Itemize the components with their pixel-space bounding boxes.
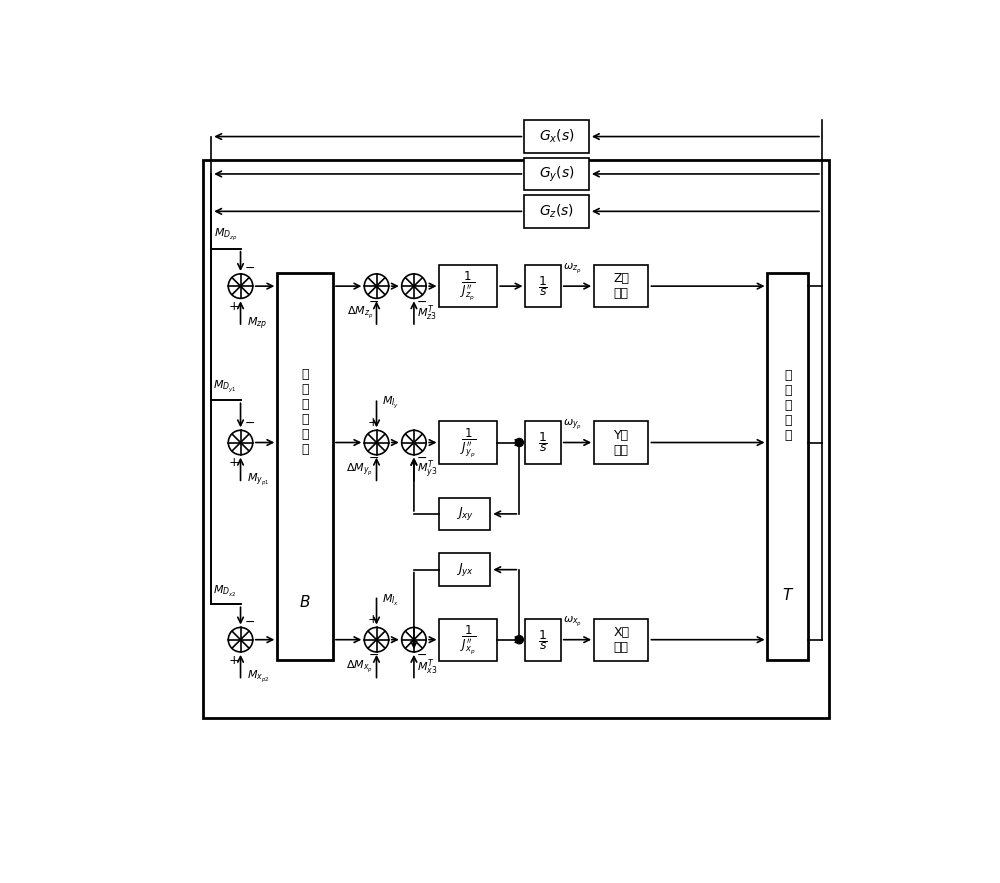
Text: $+$: $+$ bbox=[228, 653, 239, 667]
Text: $-$: $-$ bbox=[244, 615, 255, 628]
Text: $M_{x3}^T$: $M_{x3}^T$ bbox=[417, 657, 438, 676]
Bar bbox=[277, 273, 333, 660]
Text: $-$: $-$ bbox=[368, 648, 379, 661]
Text: $\dfrac{1}{s}$: $\dfrac{1}{s}$ bbox=[538, 628, 548, 652]
Text: $\Delta M_{x_p}$: $\Delta M_{x_p}$ bbox=[346, 659, 373, 675]
Text: $J_{yx}$: $J_{yx}$ bbox=[456, 562, 474, 578]
Circle shape bbox=[364, 628, 389, 652]
Text: $M_{zp}$: $M_{zp}$ bbox=[247, 315, 268, 332]
Text: $\Delta M_{y_p}$: $\Delta M_{y_p}$ bbox=[346, 462, 373, 478]
Text: $+$: $+$ bbox=[367, 416, 379, 428]
Circle shape bbox=[228, 274, 253, 298]
Circle shape bbox=[228, 628, 253, 652]
Text: $-$: $-$ bbox=[416, 295, 427, 307]
Text: $M_{D_{zp}}$: $M_{D_{zp}}$ bbox=[214, 227, 237, 244]
Bar bbox=[439, 498, 490, 530]
Text: 力
矩
变
换
矩
阵: 力 矩 变 换 矩 阵 bbox=[301, 368, 309, 456]
Text: $B$: $B$ bbox=[299, 594, 311, 610]
Bar bbox=[524, 120, 589, 153]
Bar bbox=[594, 421, 648, 464]
Text: $M_{z3}^T$: $M_{z3}^T$ bbox=[417, 304, 437, 323]
Text: $M_{I_x}$: $M_{I_x}$ bbox=[382, 592, 399, 608]
Bar bbox=[524, 195, 589, 228]
Bar bbox=[439, 554, 490, 586]
Text: $+$: $+$ bbox=[228, 300, 239, 313]
Text: $\dfrac{1}{J_{x_p}^{\prime\prime}}$: $\dfrac{1}{J_{x_p}^{\prime\prime}}$ bbox=[460, 623, 477, 656]
Text: $-$: $-$ bbox=[416, 648, 427, 661]
Text: $\omega_{z_p}$: $\omega_{z_p}$ bbox=[563, 262, 582, 275]
Bar bbox=[767, 273, 808, 660]
Circle shape bbox=[515, 439, 523, 447]
Text: Z陀
螺仪: Z陀 螺仪 bbox=[613, 272, 629, 300]
Bar bbox=[203, 161, 829, 718]
Text: $-$: $-$ bbox=[244, 260, 255, 274]
Text: $\Delta M_{z_p}$: $\Delta M_{z_p}$ bbox=[347, 306, 373, 321]
Circle shape bbox=[515, 636, 523, 644]
Text: $J_{xy}$: $J_{xy}$ bbox=[456, 505, 474, 523]
Circle shape bbox=[364, 430, 389, 455]
Text: $\dfrac{1}{J_{z_p}^{\prime\prime}}$: $\dfrac{1}{J_{z_p}^{\prime\prime}}$ bbox=[460, 270, 476, 303]
Text: $T$: $T$ bbox=[782, 587, 794, 603]
Text: $M_{y_{p1}}$: $M_{y_{p1}}$ bbox=[247, 472, 270, 488]
Bar bbox=[439, 421, 497, 464]
Text: $+$: $+$ bbox=[367, 613, 379, 626]
Text: $-$: $-$ bbox=[368, 451, 379, 464]
Text: $G_y(s)$: $G_y(s)$ bbox=[539, 164, 575, 184]
Text: $-$: $-$ bbox=[244, 416, 255, 428]
Circle shape bbox=[228, 430, 253, 455]
Bar bbox=[439, 619, 497, 660]
Text: $M_{D_{x2}}$: $M_{D_{x2}}$ bbox=[213, 584, 237, 599]
Text: Y陀
螺仪: Y陀 螺仪 bbox=[614, 428, 629, 457]
Text: $-$: $-$ bbox=[368, 295, 379, 307]
Bar bbox=[524, 158, 589, 190]
Text: $\dfrac{1}{J_{y_p}^{\prime\prime}}$: $\dfrac{1}{J_{y_p}^{\prime\prime}}$ bbox=[460, 426, 477, 459]
Text: $\omega_{x_p}$: $\omega_{x_p}$ bbox=[563, 615, 583, 630]
Text: $M_{I_y}$: $M_{I_y}$ bbox=[382, 395, 399, 411]
Text: $G_x(s)$: $G_x(s)$ bbox=[539, 128, 575, 146]
Circle shape bbox=[402, 274, 426, 298]
Text: 空
间
解
耦
器: 空 间 解 耦 器 bbox=[784, 368, 792, 442]
Text: $M_{D_{y1}}$: $M_{D_{y1}}$ bbox=[213, 379, 237, 395]
Bar bbox=[594, 265, 648, 307]
Text: $\dfrac{1}{s}$: $\dfrac{1}{s}$ bbox=[538, 275, 548, 298]
Text: X陀
螺仪: X陀 螺仪 bbox=[613, 626, 629, 653]
Circle shape bbox=[402, 430, 426, 455]
Circle shape bbox=[402, 628, 426, 652]
Circle shape bbox=[364, 274, 389, 298]
Bar bbox=[525, 421, 561, 464]
Text: $G_z(s)$: $G_z(s)$ bbox=[539, 202, 574, 220]
Text: $-$: $-$ bbox=[416, 451, 427, 464]
Text: $\omega_{y_p}$: $\omega_{y_p}$ bbox=[563, 419, 583, 433]
Text: $\dfrac{1}{s}$: $\dfrac{1}{s}$ bbox=[538, 431, 548, 455]
Text: $+$: $+$ bbox=[228, 457, 239, 470]
Bar bbox=[525, 619, 561, 660]
Bar bbox=[594, 619, 648, 660]
Bar bbox=[525, 265, 561, 307]
Text: $M_{y3}^T$: $M_{y3}^T$ bbox=[417, 458, 438, 481]
Text: $M_{x_{p2}}$: $M_{x_{p2}}$ bbox=[247, 669, 270, 685]
Bar bbox=[439, 265, 497, 307]
